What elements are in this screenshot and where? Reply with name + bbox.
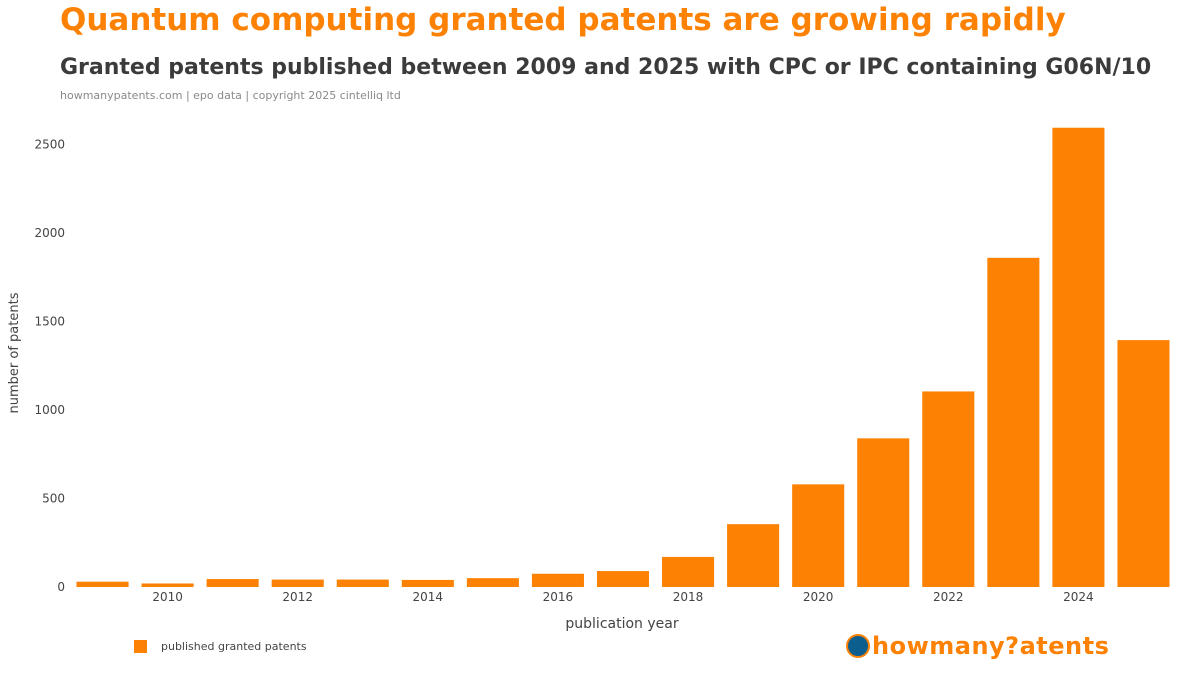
y-tick-label: 2000 (34, 226, 65, 240)
bars-group (76, 127, 1170, 587)
bar-2009 (76, 581, 129, 587)
bar-2025 (1117, 340, 1170, 587)
chart-title: Quantum computing granted patents are gr… (60, 2, 1066, 38)
bar-2020 (792, 484, 845, 587)
legend-swatch (134, 640, 147, 653)
bar-2012 (271, 579, 324, 587)
bar-2016 (531, 573, 584, 587)
x-tick-labels: 2010 2012 2014 2016 2018 2020 2022 2024 (152, 590, 1093, 604)
bar-2010 (141, 583, 194, 587)
x-tick-label: 2014 (413, 590, 444, 604)
y-tick-label: 1500 (34, 315, 65, 329)
bar-2023 (987, 257, 1040, 587)
y-tick-labels: 0 500 1000 1500 2000 2500 (34, 138, 65, 594)
bar-2017 (596, 571, 650, 587)
chart-subtitle: Granted patents published between 2009 a… (60, 55, 1152, 80)
legend-label: published granted patents (161, 640, 307, 653)
bar-2022 (922, 391, 975, 587)
y-tick-label: 0 (57, 580, 65, 594)
y-tick-label: 2500 (34, 138, 65, 152)
x-tick-label: 2024 (1063, 590, 1094, 604)
source-note: howmanypatents.com | epo data | copyrigh… (60, 89, 401, 102)
x-tick-label: 2016 (543, 590, 574, 604)
bar-2024 (1052, 127, 1105, 587)
logo-text: howmany?atents (872, 632, 1110, 660)
x-tick-label: 2018 (673, 590, 704, 604)
legend: published granted patents (134, 640, 307, 653)
bar-2021 (857, 438, 910, 587)
x-tick-label: 2010 (152, 590, 183, 604)
x-tick-label: 2022 (933, 590, 964, 604)
bar-2015 (466, 578, 519, 587)
bar-2011 (206, 579, 259, 587)
howmanypatents-logo: howmany?atents (846, 632, 1109, 660)
x-tick-label: 2012 (282, 590, 313, 604)
x-tick-label: 2020 (803, 590, 834, 604)
logo-globe-icon (846, 634, 870, 658)
bar-2018 (662, 556, 715, 587)
bar-2014 (401, 579, 454, 587)
x-axis-label: publication year (565, 616, 678, 632)
y-axis-label: number of patents (7, 292, 22, 413)
bar-2013 (336, 579, 389, 587)
y-tick-label: 1000 (34, 403, 65, 417)
bar-2019 (727, 524, 780, 587)
y-tick-label: 500 (42, 492, 65, 506)
